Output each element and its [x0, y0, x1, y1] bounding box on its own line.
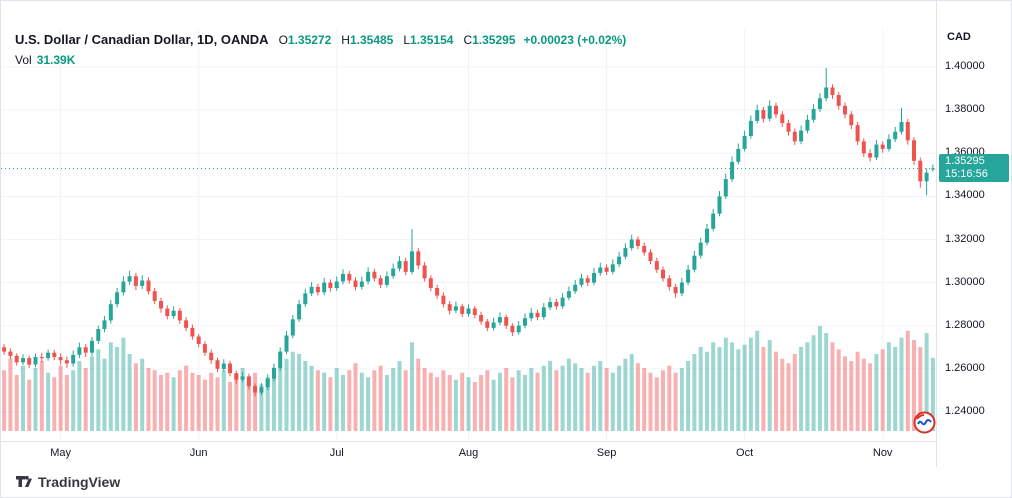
legend-title-row: U.S. Dollar / Canadian Dollar, 1D, OANDA… [15, 31, 626, 49]
last-price-badge: 1.35295 15:16:56 [939, 154, 1009, 183]
time-axis[interactable]: May Jun Jul Aug Sep Oct Nov [1, 441, 936, 468]
candles-series [2, 68, 935, 397]
ohlc-high: H1.35485 [341, 33, 393, 47]
price-axis-label: 1.34000 [945, 189, 985, 202]
time-axis-label-jun: Jun [189, 447, 208, 459]
ohlc-close: C1.35295 [463, 33, 515, 47]
time-axis-label-aug: Aug [458, 447, 479, 459]
tradingview-logo-icon [16, 475, 32, 487]
volume-label: Vol [15, 53, 32, 67]
low-value: 1.35154 [410, 33, 454, 47]
low-label: L [403, 33, 411, 47]
price-axis-label: 1.40000 [945, 60, 985, 72]
candlestick-chart[interactable] [1, 29, 936, 441]
price-axis[interactable]: CAD 1.40000 1.38000 1.36000 1.34000 1.32000 1… [936, 1, 1011, 467]
grid [1, 29, 936, 441]
price-axis-label: 1.38000 [945, 103, 985, 116]
open-label: O [278, 33, 288, 47]
chart-legend: U.S. Dollar / Canadian Dollar, 1D, OANDA… [15, 31, 626, 69]
change-value: +0.00023 (+0.02%) [523, 33, 627, 47]
ohlc-open: O1.35272 [279, 33, 332, 47]
time-axis-label-oct: Oct [736, 447, 754, 459]
currency-label: CAD [947, 31, 971, 43]
high-label: H [341, 33, 350, 47]
time-axis-label-may: May [50, 447, 71, 459]
price-axis-label: 1.30000 [945, 275, 985, 288]
last-price-value: 1.35295 [945, 155, 985, 168]
close-label: C [463, 33, 473, 47]
ohlc-low: L1.35154 [403, 33, 453, 47]
price-axis-label: 1.28000 [945, 318, 985, 331]
economic-event-icon[interactable] [913, 411, 936, 434]
high-value: 1.35485 [349, 33, 394, 47]
price-axis-label: 1.32000 [945, 232, 985, 245]
open-value: 1.35272 [287, 33, 332, 47]
price-axis-label: 1.26000 [945, 361, 985, 374]
last-price-time: 15:16:56 [945, 168, 988, 181]
price-axis-label: 1.24000 [945, 405, 985, 417]
time-axis-label-jul: Jul [329, 447, 344, 459]
volume-value: 31.39K [36, 53, 76, 67]
volume-series [2, 326, 935, 431]
footer: TradingView [1, 467, 1011, 497]
volume-legend: Vol 31.39K [15, 51, 626, 69]
time-axis-label-sep: Sep [596, 447, 617, 459]
tradingview-brand-text: TradingView [38, 473, 121, 490]
close-value: 1.35295 [472, 33, 516, 47]
symbol-title[interactable]: U.S. Dollar / Canadian Dollar, 1D, OANDA [15, 32, 269, 47]
tradingview-logo[interactable]: TradingView [15, 473, 120, 490]
time-axis-label-nov: Nov [872, 447, 893, 459]
